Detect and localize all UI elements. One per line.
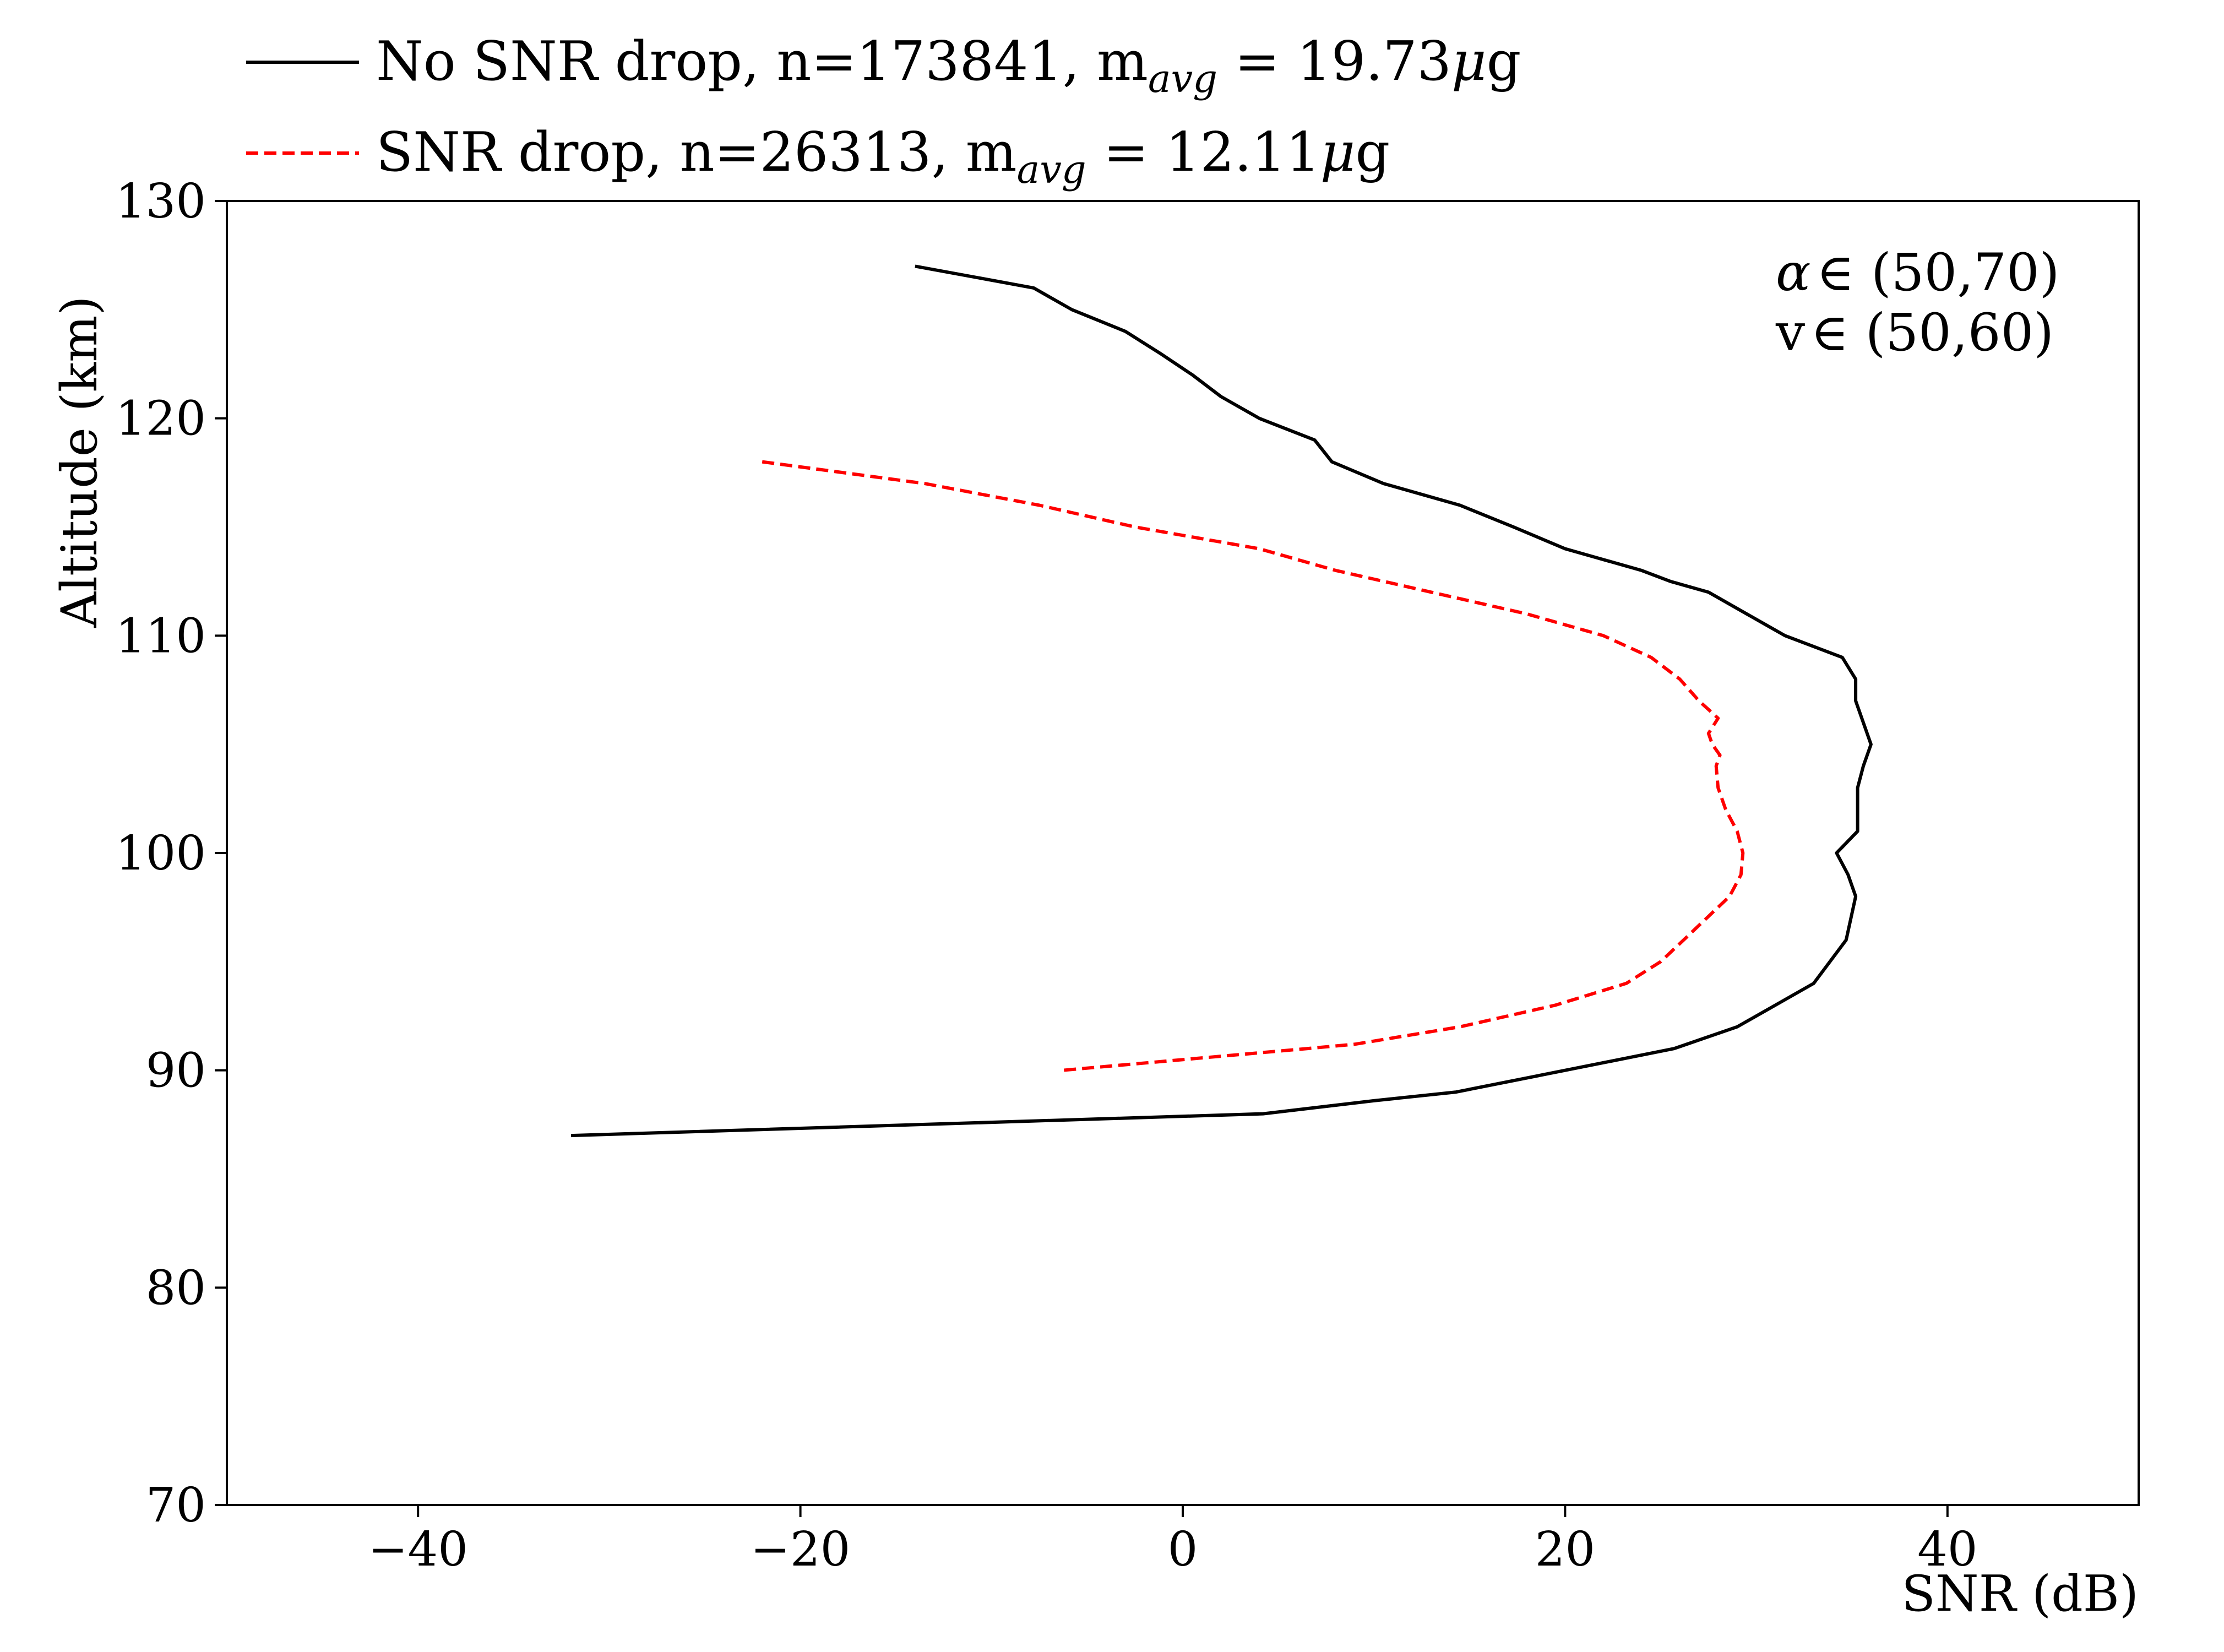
plot-frame <box>226 200 2140 1506</box>
series-line-snr-drop <box>762 460 1745 1072</box>
legend-label-no-snr-drop: No SNR drop, n=173841, mavg = 19.73μg <box>376 30 1521 101</box>
y-tick-label: 90 <box>146 1044 206 1099</box>
y-tick-label: 110 <box>116 608 206 664</box>
x-tick-label: 0 <box>1168 1522 1198 1577</box>
legend-label-snr-drop: SNR drop, n=26313, mavg = 12.11μg <box>376 121 1390 192</box>
annotation-velocity-range: v ∈ (50,60) <box>1775 303 2054 363</box>
y-tick-label: 70 <box>146 1478 206 1533</box>
y-tick-label: 80 <box>146 1260 206 1316</box>
ticks-layer: −40 −20 0 20 40 70 80 90 100 110 120 130 <box>116 174 1978 1577</box>
y-tick-label: 100 <box>116 826 206 881</box>
y-tick-label: 120 <box>116 392 206 447</box>
legend: No SNR drop, n=173841, mavg = 19.73μg SN… <box>246 30 1521 192</box>
series-layer <box>570 264 1873 1138</box>
annotation-alpha-range: α ∈ (50,70) <box>1776 243 2059 303</box>
x-axis-label: SNR (dB) <box>1901 1565 2139 1623</box>
x-tick-label: −40 <box>368 1522 468 1577</box>
y-axis-label: Altitude (km) <box>51 296 108 628</box>
x-tick-label: 20 <box>1535 1522 1595 1577</box>
y-tick-label: 130 <box>116 174 206 229</box>
series-line-no-snr-drop <box>570 264 1873 1138</box>
x-tick-label: 40 <box>1917 1522 1977 1577</box>
x-tick-label: −20 <box>751 1522 851 1577</box>
